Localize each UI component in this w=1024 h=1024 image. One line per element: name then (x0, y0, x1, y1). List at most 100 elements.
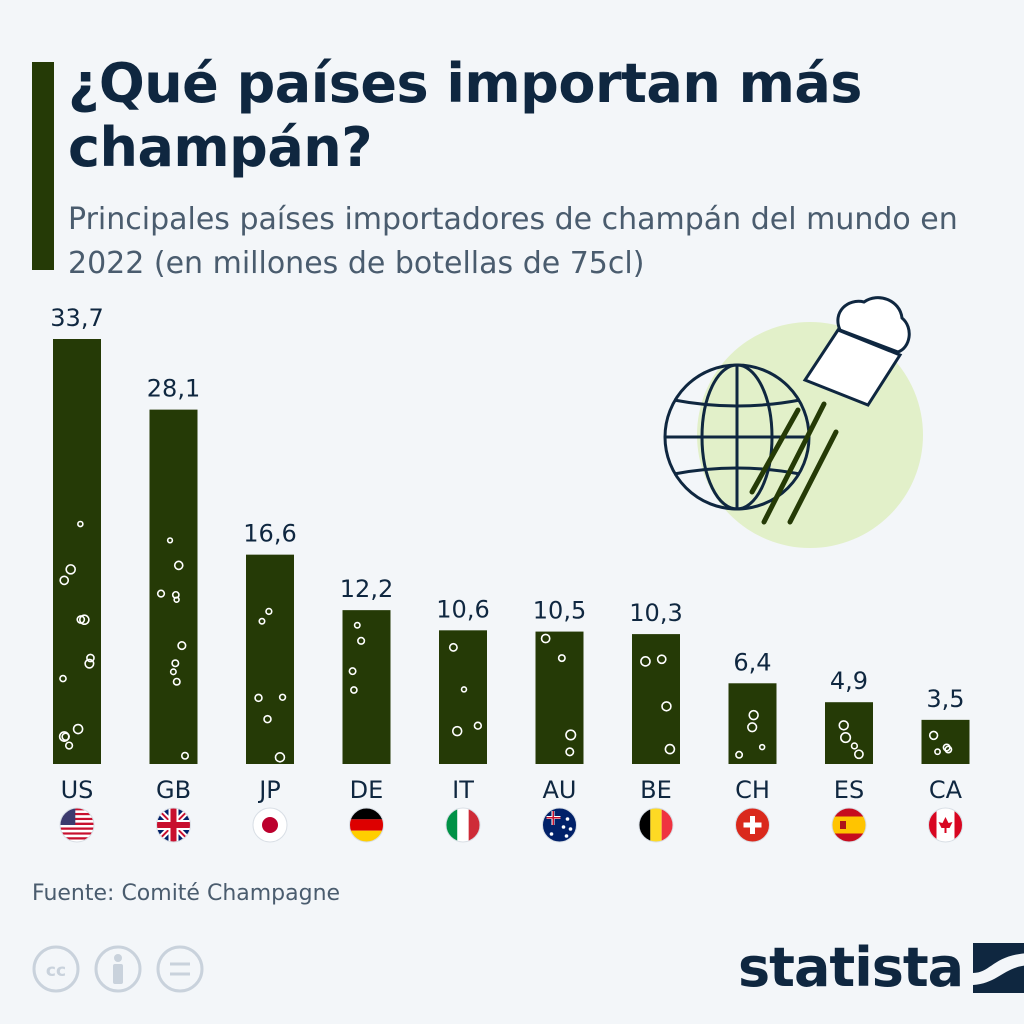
svg-text:cc: cc (46, 961, 66, 981)
ca-flag (928, 807, 963, 843)
category-label: AU (543, 776, 577, 804)
bubbles (640, 654, 676, 755)
bubbles (348, 621, 366, 694)
bubble (177, 641, 187, 651)
bubble (473, 721, 483, 730)
bubbles (540, 633, 577, 757)
chart-subtitle: Principales países importadores de champ… (68, 202, 958, 281)
bubble (747, 722, 758, 733)
bubble (565, 729, 577, 741)
bubble (350, 686, 358, 694)
bubble (540, 633, 551, 644)
bubble (79, 614, 90, 626)
bubble (76, 615, 86, 624)
bubble (640, 656, 651, 667)
bubble (180, 751, 190, 760)
bubble (748, 709, 759, 721)
bubble (59, 575, 70, 586)
globe-cork-illustration (663, 296, 923, 548)
es-flag (831, 807, 867, 843)
bubbles (254, 607, 287, 763)
bubble (664, 743, 676, 755)
bubble (451, 725, 463, 737)
bubble (171, 659, 180, 668)
source-note: Fuente: Comité Champagne (32, 881, 341, 906)
category-label: ES (834, 776, 864, 804)
value-label: 33,7 (50, 304, 103, 332)
chart-title: ¿Qué países importan más champán? (68, 52, 862, 179)
us-flag (59, 807, 95, 843)
bar-jp (246, 554, 294, 764)
bubble (944, 745, 953, 754)
ch-flag (735, 807, 770, 843)
value-label: 12,2 (340, 575, 393, 603)
bubble (735, 750, 744, 759)
category-label: US (61, 776, 94, 804)
value-label: 10,3 (629, 599, 682, 627)
category-label: DE (350, 776, 384, 804)
it-flag (445, 807, 481, 843)
bubble (838, 720, 849, 731)
attribution-icon (94, 945, 142, 993)
bubble (258, 617, 266, 625)
bubbles (928, 730, 953, 756)
bar-be (632, 634, 680, 764)
bar-it (439, 630, 487, 764)
brand-name: statista (738, 936, 964, 999)
category-label: BE (640, 776, 672, 804)
globe-icon (663, 363, 811, 511)
bubble (460, 686, 468, 693)
value-label: 28,1 (147, 375, 200, 403)
category-label: CA (929, 776, 963, 804)
category-label: CH (735, 776, 770, 804)
gb-flag (156, 807, 191, 843)
cork-icon (802, 296, 911, 407)
bubbles (838, 720, 864, 760)
motion-lines (749, 401, 839, 525)
bubble (171, 590, 180, 599)
value-label: 4,9 (830, 667, 868, 695)
value-label: 3,5 (926, 685, 964, 713)
bubble (58, 731, 70, 742)
title-accent-bar (32, 62, 54, 270)
bubble (448, 642, 458, 652)
value-label: 16,6 (243, 520, 296, 548)
bubble (169, 668, 177, 676)
category-label: IT (452, 776, 474, 804)
bubble (65, 564, 76, 575)
bubble (353, 621, 361, 629)
bubble (64, 741, 74, 750)
statista-logo[interactable]: statista (738, 936, 1024, 999)
bubble (72, 723, 84, 735)
bubble (263, 714, 272, 724)
bubble (348, 667, 357, 676)
bar-au (535, 631, 584, 764)
bubbles (735, 709, 766, 759)
bubbles (448, 642, 483, 737)
bubble (850, 742, 859, 750)
bubble (656, 654, 667, 665)
bars-group: 33,7 US 28,1 GB 16,6 JP 12,2 DE 10,6 IT 10,5 AU 10,3… (50, 304, 970, 843)
bubble (59, 674, 67, 683)
value-label: 10,5 (533, 597, 586, 625)
license-icons[interactable]: cc (31, 944, 211, 996)
bubble (557, 654, 566, 663)
bubble (156, 589, 166, 598)
value-label: 10,6 (436, 595, 489, 623)
bar-ca (921, 719, 970, 764)
bar-de (342, 610, 391, 764)
no-derivatives-icon (156, 945, 204, 993)
category-label: JP (257, 776, 281, 804)
bubble (928, 730, 939, 741)
bubble (758, 743, 766, 751)
value-label: 6,4 (733, 648, 771, 676)
be-flag (638, 807, 674, 843)
bubble (172, 677, 181, 686)
bubble (173, 560, 184, 571)
bubble (278, 693, 287, 701)
bubble (853, 749, 864, 760)
bubble (77, 520, 84, 528)
bar-us (53, 339, 101, 764)
bubble (565, 747, 575, 757)
